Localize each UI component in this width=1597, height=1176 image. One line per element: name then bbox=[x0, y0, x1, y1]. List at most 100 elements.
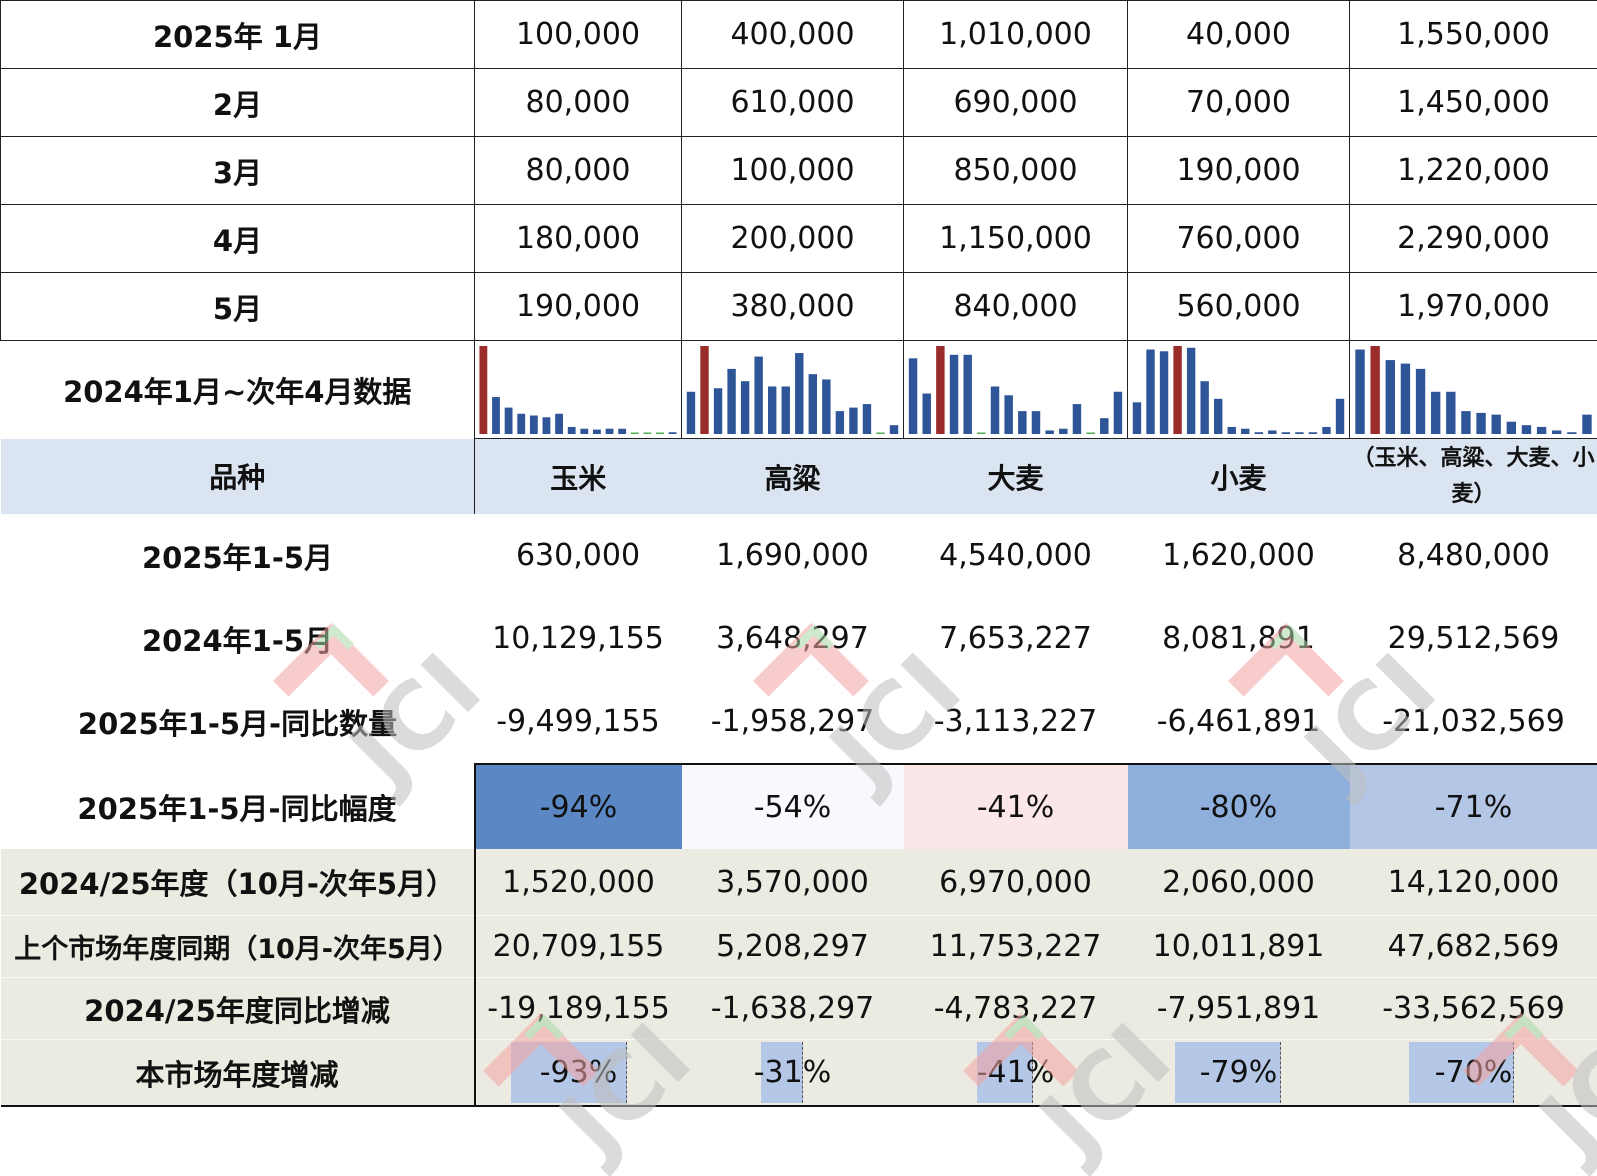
table-cell: 2,290,000 bbox=[1350, 205, 1597, 273]
table-cell: -21,032,569 bbox=[1350, 680, 1597, 764]
table-cell: 180,000 bbox=[475, 205, 682, 273]
spark-bar bbox=[1309, 432, 1317, 434]
spark-bar bbox=[1160, 351, 1168, 434]
table-cell: 840,000 bbox=[904, 273, 1128, 341]
spark-bar bbox=[1018, 411, 1026, 434]
pct-cell: -71% bbox=[1350, 764, 1597, 849]
spark-bar bbox=[568, 427, 576, 434]
table-cell: 8,480,000 bbox=[1350, 514, 1597, 597]
spark-bar bbox=[1295, 432, 1303, 434]
spark-bar bbox=[1073, 404, 1081, 434]
column-header: 高粱 bbox=[682, 439, 904, 515]
table-cell: 1,970,000 bbox=[1350, 273, 1597, 341]
table-cell: 850,000 bbox=[904, 137, 1128, 205]
pct-value: -93% bbox=[540, 1055, 618, 1090]
spark-bar bbox=[1476, 413, 1485, 434]
spark-bar bbox=[782, 386, 790, 434]
spark-bar bbox=[1146, 350, 1154, 434]
spark-bar bbox=[1507, 422, 1516, 434]
header-row: 品种玉米高粱大麦小麦（玉米、高粱、大麦、小麦） bbox=[1, 439, 1597, 515]
spark-bar bbox=[1255, 432, 1263, 434]
table-cell: -33,562,569 bbox=[1350, 978, 1597, 1040]
table-cell: 10,129,155 bbox=[475, 597, 682, 680]
spark-bar bbox=[1004, 395, 1012, 434]
spark-bar bbox=[1336, 399, 1344, 434]
spark-bar bbox=[836, 411, 844, 434]
spark-bar bbox=[809, 374, 817, 434]
sparkline-cell bbox=[1128, 341, 1350, 439]
row-label: 2025年1-5月-同比幅度 bbox=[1, 764, 475, 849]
table-row: 2025年1-5月-同比数量-9,499,155-1,958,297-3,113… bbox=[1, 680, 1597, 764]
table-cell: 630,000 bbox=[475, 514, 682, 597]
pct-value: -70% bbox=[1435, 1055, 1513, 1090]
column-header: （玉米、高粱、大麦、小麦） bbox=[1350, 439, 1597, 515]
row-label: 3月 bbox=[1, 137, 475, 205]
spark-bar bbox=[1386, 360, 1395, 434]
databar-cell: -79% bbox=[1128, 1040, 1350, 1107]
spark-bar bbox=[922, 394, 930, 434]
spark-bar bbox=[1114, 392, 1122, 434]
table-cell: 6,970,000 bbox=[904, 849, 1128, 916]
row-label: 5月 bbox=[1, 273, 475, 341]
table-cell: -1,958,297 bbox=[682, 680, 904, 764]
table-cell: 47,682,569 bbox=[1350, 916, 1597, 978]
row-label: 2024年1-5月 bbox=[1, 597, 475, 680]
row-label: 2024/25年度同比增减 bbox=[1, 978, 475, 1040]
sparkline-cell bbox=[904, 341, 1128, 439]
table-cell: -1,638,297 bbox=[682, 978, 904, 1040]
spark-bar bbox=[1567, 432, 1576, 434]
spark-bar bbox=[1582, 415, 1591, 434]
table-cell: 70,000 bbox=[1128, 69, 1350, 137]
row-label: 上个市场年度同期（10月-次年5月） bbox=[1, 916, 475, 978]
table-cell: 1,520,000 bbox=[475, 849, 682, 916]
column-header: 小麦 bbox=[1128, 439, 1350, 515]
spark-bar bbox=[741, 381, 749, 434]
pct-cell: -80% bbox=[1128, 764, 1350, 849]
table-cell: 20,709,155 bbox=[475, 916, 682, 978]
table-cell: 760,000 bbox=[1128, 205, 1350, 273]
spark-bar bbox=[593, 430, 601, 434]
sparkline-cell bbox=[475, 341, 682, 439]
spark-bar bbox=[1355, 350, 1364, 434]
spark-bar bbox=[479, 346, 487, 434]
spark-bar bbox=[1401, 364, 1410, 434]
pct-cell: -54% bbox=[682, 764, 904, 849]
table-cell: -6,461,891 bbox=[1128, 680, 1350, 764]
spark-bar bbox=[631, 433, 639, 435]
table-cell: 80,000 bbox=[475, 69, 682, 137]
table-cell: 29,512,569 bbox=[1350, 597, 1597, 680]
spark-bar bbox=[863, 404, 871, 434]
spark-bar bbox=[1461, 411, 1470, 434]
table-cell: 40,000 bbox=[1128, 1, 1350, 69]
spark-bar bbox=[1228, 427, 1236, 434]
table-cell: 190,000 bbox=[475, 273, 682, 341]
sparkline-cell bbox=[1350, 341, 1597, 439]
spark-bar bbox=[555, 414, 563, 434]
spark-bar bbox=[1416, 369, 1425, 434]
spark-bar bbox=[936, 346, 944, 434]
spark-bar bbox=[876, 433, 884, 435]
table-cell: -3,113,227 bbox=[904, 680, 1128, 764]
table-cell: 1,550,000 bbox=[1350, 1, 1597, 69]
spark-bar bbox=[606, 429, 614, 434]
column-header: 大麦 bbox=[904, 439, 1128, 515]
row-label: 4月 bbox=[1, 205, 475, 273]
spark-bar bbox=[1282, 432, 1290, 434]
spark-bar bbox=[1045, 430, 1053, 434]
spark-bar bbox=[768, 386, 776, 434]
spark-bar bbox=[950, 355, 958, 434]
table-cell: 380,000 bbox=[682, 273, 904, 341]
table-cell: 80,000 bbox=[475, 137, 682, 205]
sparkline-chart bbox=[1350, 341, 1597, 438]
spark-bar bbox=[669, 432, 677, 434]
spark-bar bbox=[890, 425, 898, 434]
table-cell: 1,450,000 bbox=[1350, 69, 1597, 137]
spark-bar bbox=[1133, 402, 1141, 434]
spark-bar bbox=[1268, 430, 1276, 434]
spark-bar bbox=[909, 358, 917, 434]
table-cell: 14,120,000 bbox=[1350, 849, 1597, 916]
